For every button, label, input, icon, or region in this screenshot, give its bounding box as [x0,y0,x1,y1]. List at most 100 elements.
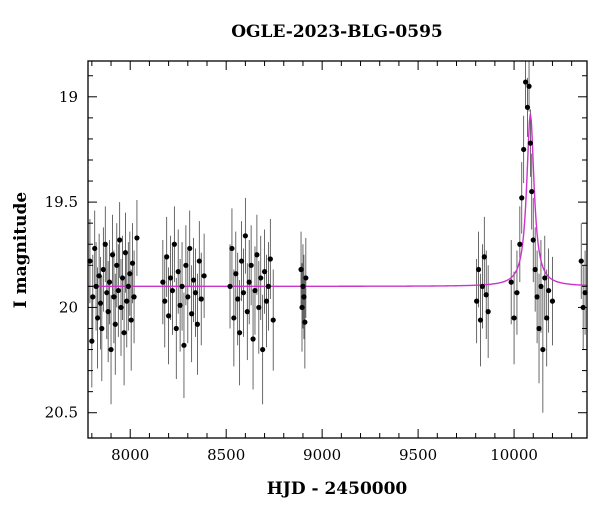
data-point [299,304,305,311]
data-point [109,252,116,258]
data-point [301,294,307,300]
data-point [166,313,172,319]
data-point [124,298,130,304]
data-point [102,241,108,247]
data-point [540,346,546,353]
data-point [131,294,137,300]
data-point [242,233,248,239]
data-point [134,235,140,241]
data-point [104,290,110,296]
data-point [534,294,540,300]
data-point [112,321,118,327]
data-point [118,304,124,311]
data-point [89,338,95,344]
data-point [160,279,166,285]
data-point [173,325,179,332]
data-point [546,287,552,294]
data-point [514,290,520,296]
data-point [114,262,120,268]
data-point [231,315,237,321]
data-point [481,254,487,260]
data-point [121,330,127,336]
data-point [235,296,241,302]
data-point [519,195,525,201]
data-point [521,146,527,153]
data-point [117,237,123,243]
data-point [270,317,276,323]
data-point [129,260,136,266]
x-tick-label: 8000 [111,446,149,464]
data-point [240,290,247,296]
data-point [127,271,133,277]
data-point [529,188,535,195]
data-point [265,283,272,289]
data-point [303,275,309,281]
data-point [189,311,195,317]
data-point [196,258,202,264]
data-point [111,294,117,300]
data-point [250,336,256,342]
y-tick-label: 20 [59,298,78,316]
data-point [181,342,187,348]
x-tick-label: 8500 [207,446,245,464]
data-point [300,283,306,289]
plot-frame [87,60,588,439]
data-point [532,266,538,273]
data-point [108,346,114,353]
data-point [99,325,105,332]
data-point [261,269,268,275]
data-point [256,304,262,311]
data-point [517,241,523,247]
data-point [122,250,129,256]
y-tick-label: 19 [59,88,78,106]
data-point [254,252,260,258]
data-point [527,140,533,146]
data-point [263,298,270,304]
data-point [175,269,181,275]
data-point [177,302,183,308]
x-axis-label: HJD - 2450000 [267,479,408,499]
data-point [260,346,266,353]
data-point [544,315,550,321]
data-point [536,325,542,332]
data-point [530,237,536,243]
data-point [252,287,258,294]
data-point [164,254,170,260]
data-point [229,245,235,252]
data-point [92,245,98,252]
data-point [97,300,104,306]
data-point [115,287,121,294]
data-point [233,271,239,277]
data-point [187,245,193,252]
data-point [96,273,102,279]
data-point [171,241,177,247]
data-point [238,258,245,264]
data-point [508,279,514,285]
data-point [538,283,544,289]
data-point [302,319,308,325]
data-point [100,266,106,273]
x-tick-label: 10000 [490,446,538,464]
data-point [169,287,176,294]
y-tick-label: 20.5 [45,404,78,422]
data-point [128,317,134,323]
data-point [227,283,233,289]
data-point [183,262,189,268]
x-tick-label: 9000 [303,446,341,464]
x-tick-label: 9500 [399,446,437,464]
plot-area [87,61,588,413]
data-point [192,290,199,296]
data-point [194,321,200,327]
data-point [185,294,191,300]
data-point [524,104,531,110]
data-point [94,315,101,321]
data-point [267,256,273,262]
data-point [198,296,204,302]
data-point [90,294,96,300]
data-point [483,292,489,298]
chart-title: OGLE-2023-BLG-0595 [231,22,443,42]
data-point [511,315,517,321]
y-axis-label: I magnitude [11,192,31,309]
data-point [477,317,484,323]
data-point [479,283,486,289]
